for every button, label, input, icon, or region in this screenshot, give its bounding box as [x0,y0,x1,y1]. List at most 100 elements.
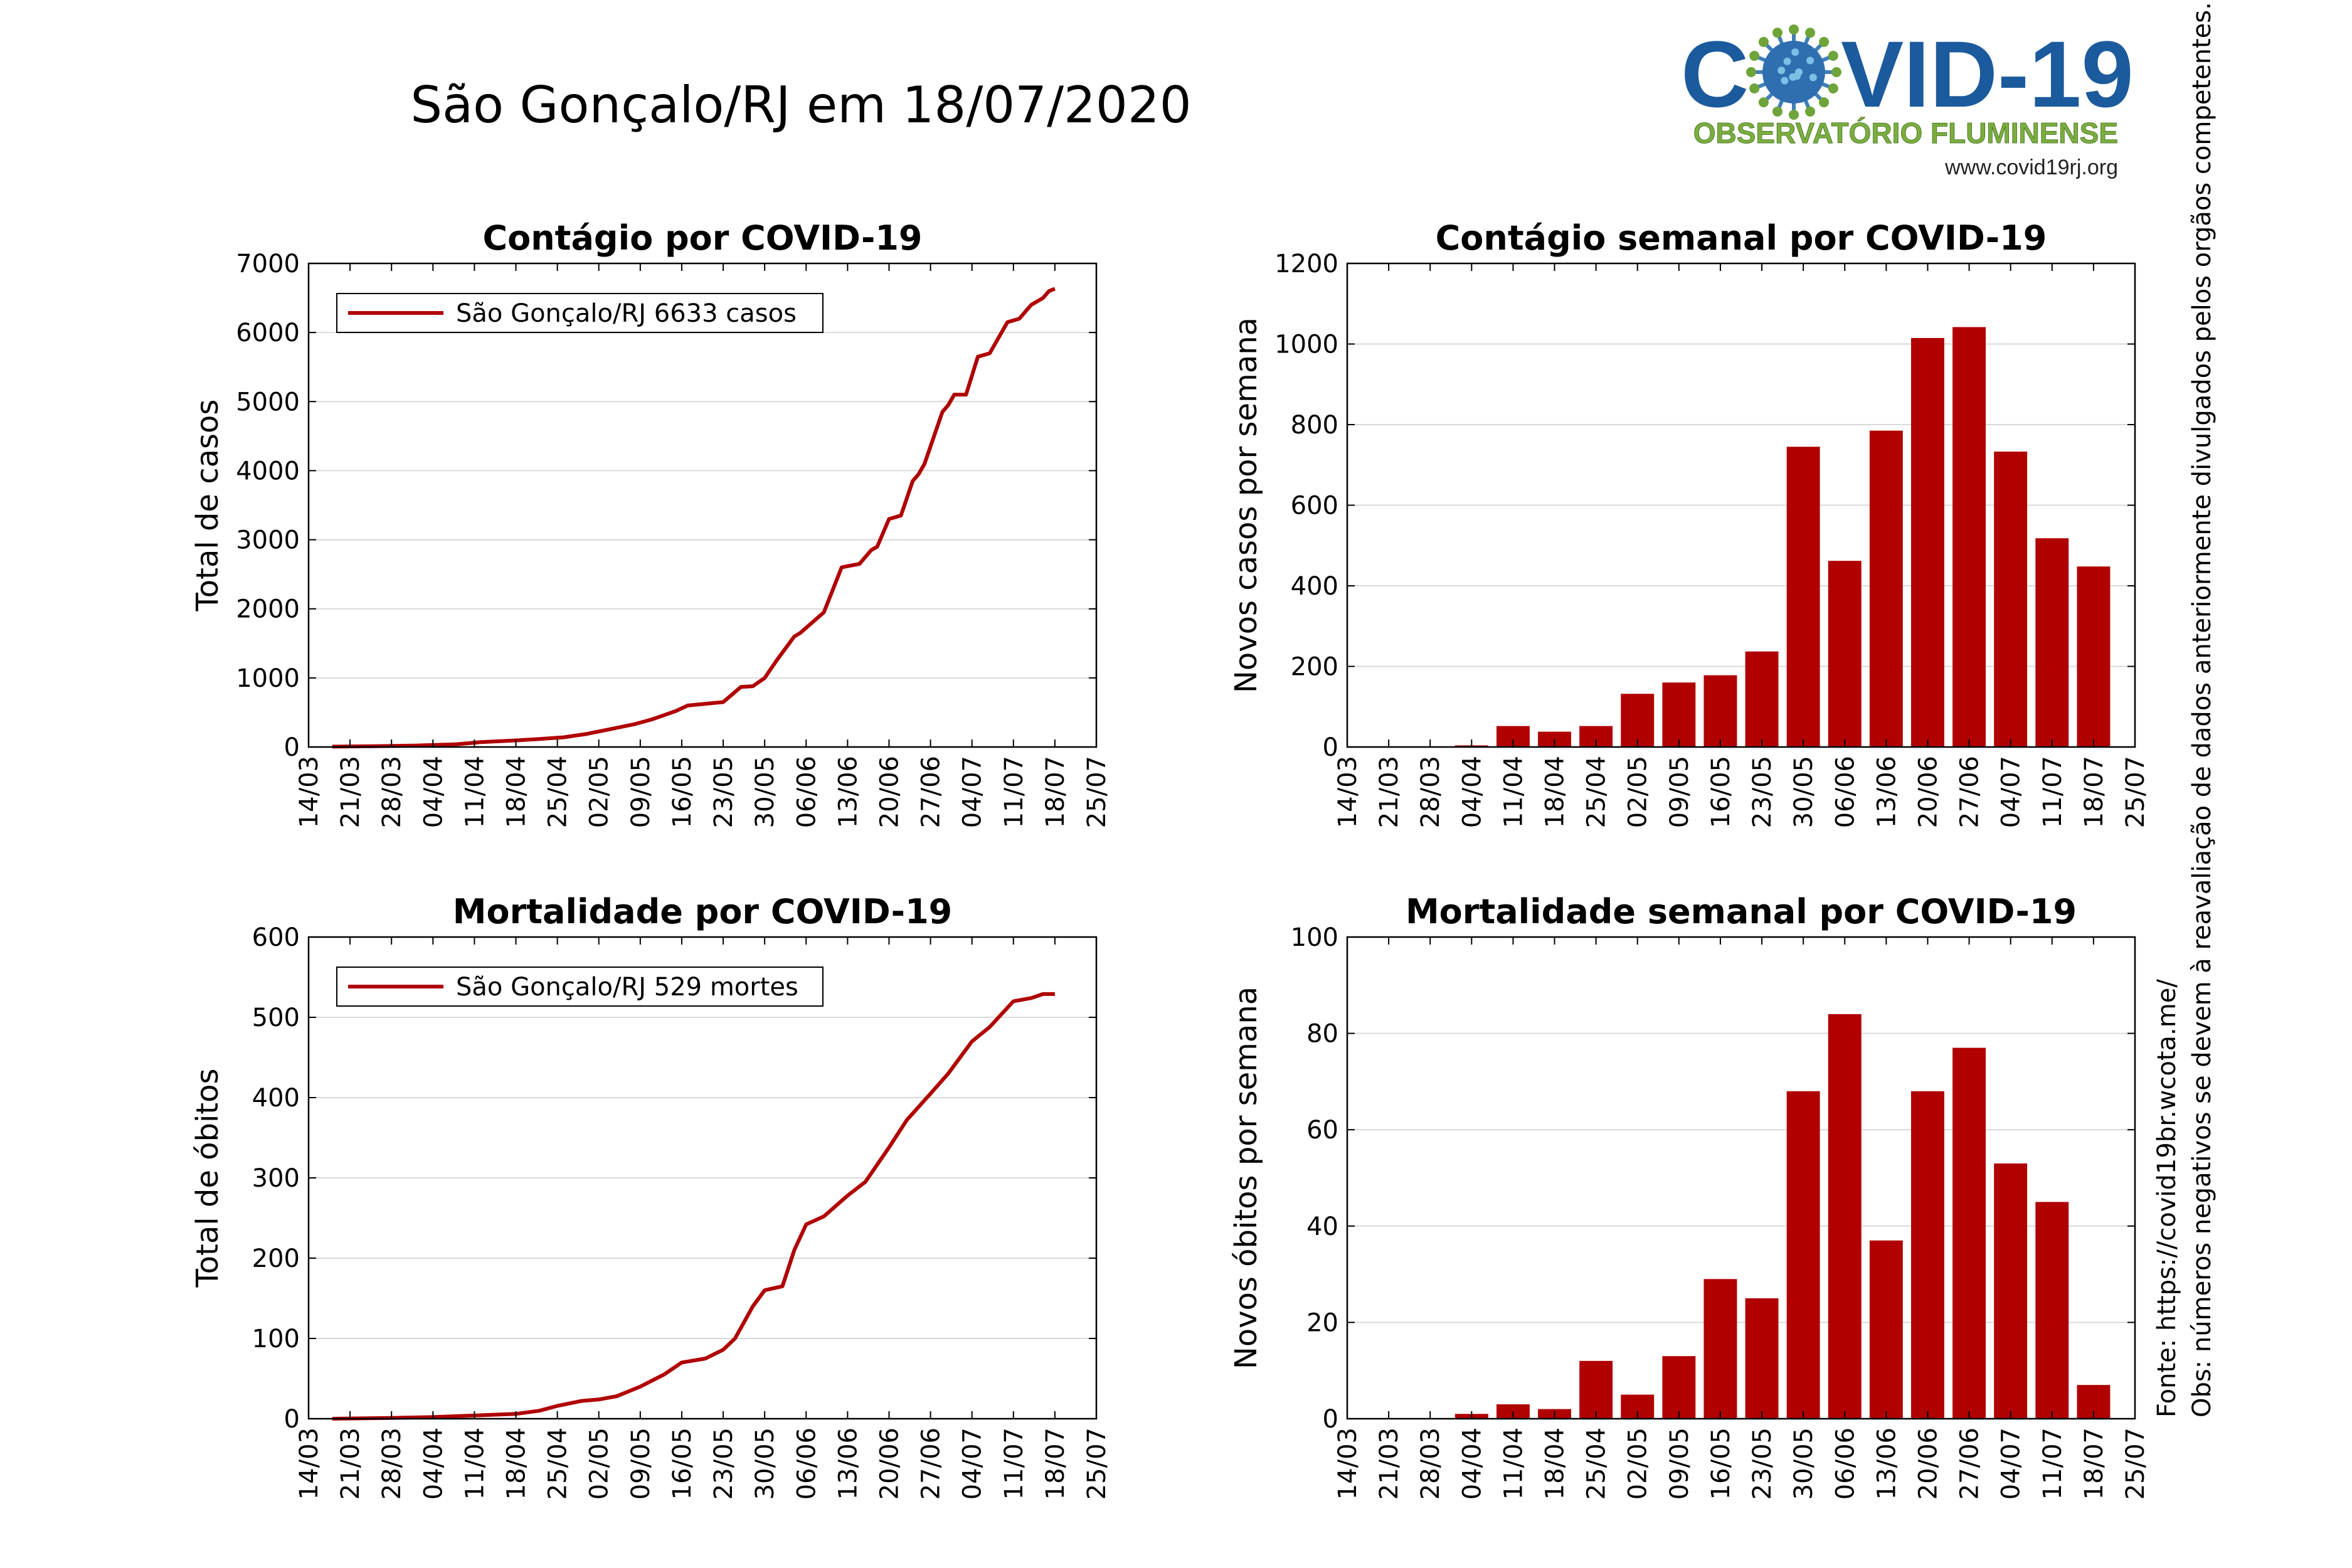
x-tick-label: 30/05 [1789,756,1818,828]
source-note: Fonte: https://covid19br.wcota.me/ [2153,979,2181,1417]
y-tick-label: 500 [252,1004,300,1032]
x-tick-label: 14/03 [295,1428,324,1500]
x-tick-label: 25/07 [1083,1428,1111,1500]
series-line [332,287,1056,749]
x-tick-label: 30/05 [751,756,780,828]
virus-spike-tip [1805,28,1816,38]
x-tick-label: 20/06 [1914,756,1943,828]
x-tick-label: 04/07 [958,1428,987,1500]
bar [1994,452,2028,747]
x-tick-label: 25/04 [544,756,573,828]
y-axis-label: Novos casos por semana [1229,317,1264,693]
x-tick-label: 09/05 [627,1428,655,1500]
x-tick-label: 11/04 [1499,756,1528,828]
bar [1911,1091,1944,1419]
series-line [332,992,1055,1421]
virus-spike-tip [1828,50,1838,61]
virus-spike-tip [1819,97,1830,108]
x-tick-label: 09/05 [627,756,655,828]
plot-frame [307,262,1098,748]
x-tick-label: 16/05 [1707,756,1735,828]
y-tick-label: 1200 [1274,250,1338,278]
x-tick-label: 04/04 [419,756,448,828]
x-tick-label: 11/07 [2038,756,2067,828]
x-tick-label: 06/06 [1831,1428,1860,1500]
x-tick-label: 23/05 [1748,756,1777,828]
bar [1828,561,1862,747]
virus-dot [1777,66,1786,75]
virus-spike-tip [1749,50,1760,61]
x-tick-label: 28/03 [378,1428,406,1500]
x-tick-label: 11/04 [460,1428,489,1500]
bar [1869,1240,1903,1419]
x-tick-label: 11/07 [2038,1428,2067,1500]
bar [1745,1298,1779,1419]
y-tick-label: 60 [1306,1116,1338,1145]
x-tick-label: 13/06 [834,1428,862,1500]
x-tick-label: 28/03 [378,756,406,828]
virus-dot [1781,77,1789,85]
y-tick-label: 80 [1306,1020,1338,1049]
virus-spike-tip [1805,106,1816,117]
chart-title: Mortalidade semanal por COVID-19 [1406,892,2077,931]
virus-spike-tip [1746,67,1756,77]
bar [1828,1014,1862,1419]
virus-spike-tip [1828,83,1838,94]
x-tick-label: 27/06 [917,756,946,828]
y-tick-label: 100 [1291,923,1338,952]
x-tick-label: 04/07 [1997,756,2026,828]
x-tick-label: 21/03 [336,1428,365,1500]
x-tick-label: 23/05 [709,1428,738,1500]
x-tick-label: 02/05 [1624,1428,1653,1500]
x-tick-label: 25/07 [2121,1428,2150,1500]
x-tick-label: 25/04 [1582,756,1611,828]
x-tick-label: 02/05 [1624,756,1653,828]
bar [1786,447,1820,747]
virus-spike-tip [1789,24,1799,34]
bar [2035,538,2069,747]
x-tick-label: 30/05 [1789,1428,1818,1500]
y-tick-label: 200 [1291,653,1338,682]
x-tick-label: 25/07 [2121,756,2150,828]
x-tick-label: 06/06 [792,1428,821,1500]
y-tick-label: 100 [252,1325,300,1353]
y-tick-label: 600 [252,923,300,952]
x-tick-label: 21/03 [336,756,365,828]
x-tick-label: 28/03 [1416,756,1445,828]
virus-dot [1791,48,1799,56]
x-tick-label: 18/07 [2080,756,2109,828]
x-tick-label: 06/06 [1831,756,1860,828]
virus-spike-tip [1772,106,1783,117]
x-tick-label: 18/07 [1041,1428,1070,1500]
x-tick-label: 11/07 [1000,1428,1029,1500]
chart-weekly-deaths: 0 20 40 60 80 100 14/03 21/03 28/03 04/04 11/04 18/… [1229,892,2150,1500]
virus-spike-tip [1831,67,1841,77]
x-tick-label: 18/04 [502,756,531,828]
virus-dot [1783,57,1791,65]
y-tick-label: 400 [1291,572,1338,601]
y-axis-label: Total de óbitos [190,1069,225,1288]
x-tick-label: 14/03 [295,756,324,828]
bar [1703,675,1737,747]
bar [2035,1202,2069,1419]
y-tick-label: 0 [284,1405,300,1434]
y-tick-label: 400 [252,1084,300,1113]
x-tick-label: 02/05 [585,756,614,828]
x-tick-label: 06/06 [792,756,821,828]
y-tick-label: 0 [1323,1405,1338,1434]
y-tick-label: 2000 [236,595,300,624]
x-tick-label: 28/03 [1416,1428,1445,1500]
x-tick-label: 27/06 [917,1428,946,1500]
x-tick-label: 04/07 [1997,1428,2026,1500]
x-tick-label: 13/06 [1872,1428,1901,1500]
bar [1952,327,1986,747]
y-tick-label: 1000 [236,664,300,693]
bar [1579,1360,1613,1419]
virus-spike-tip [1789,110,1799,120]
x-tick-label: 14/03 [1333,756,1362,828]
x-tick-label: 04/04 [1458,756,1486,828]
x-tick-label: 09/05 [1665,1428,1694,1500]
x-tick-label: 09/05 [1665,756,1694,828]
chart-title: Contágio por COVID-19 [482,218,922,258]
